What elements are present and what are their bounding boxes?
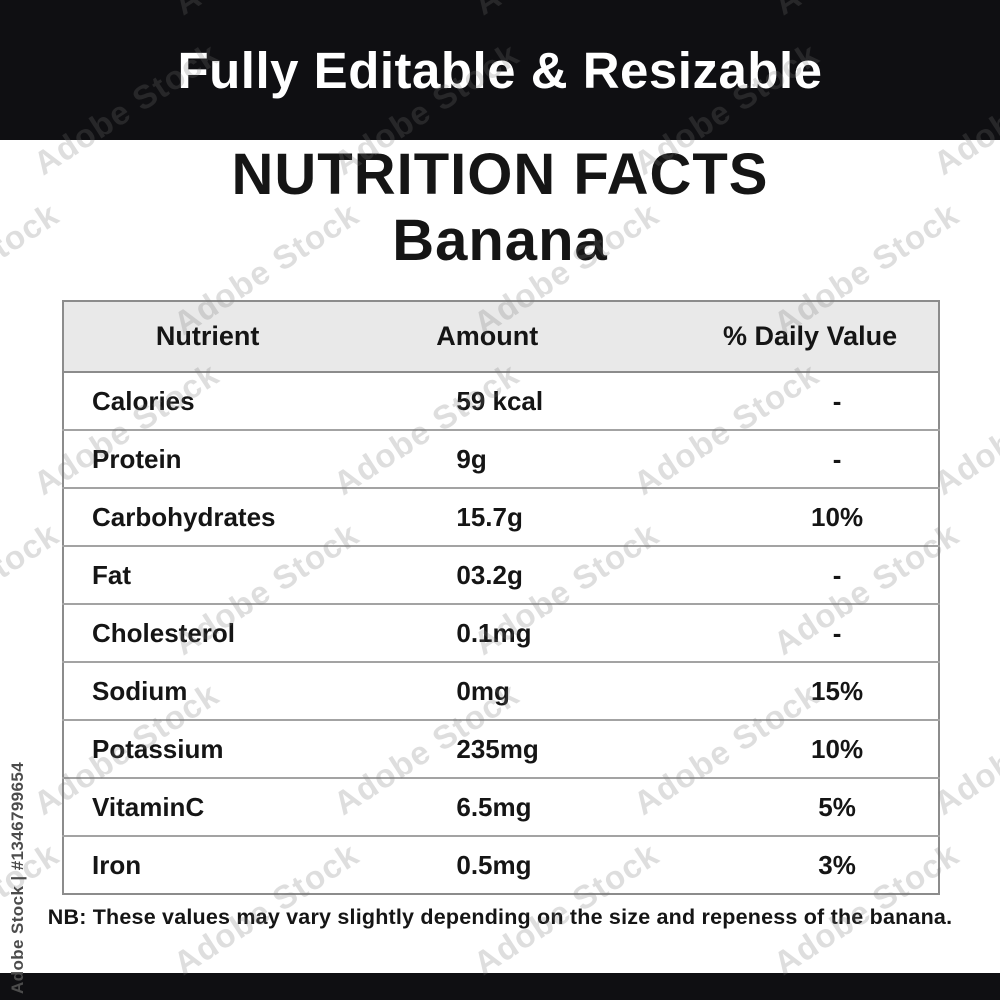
footnote: NB: These values may vary slightly depen… [47, 905, 953, 929]
heading-block: NUTRITION FACTS Banana [0, 146, 1000, 270]
table-row: Calories 59 kcal - [61, 372, 940, 431]
cell-daily-value: 10% [641, 720, 940, 779]
cell-nutrient: Potassium [61, 720, 379, 779]
cell-amount: 03.2g [378, 546, 642, 605]
bottom-bar [0, 973, 1000, 1000]
cell-amount: 9g [378, 430, 642, 489]
cell-nutrient: Sodium [61, 662, 379, 721]
cell-daily-value: 15% [641, 662, 940, 721]
column-header-daily-value: % Daily Value [641, 300, 940, 373]
cell-amount: 15.7g [378, 488, 642, 547]
table-row: VitaminC 6.5mg 5% [61, 778, 940, 837]
cell-nutrient: VitaminC [61, 778, 379, 837]
banner-title: Fully Editable & Resizable [177, 41, 823, 99]
table-row: Sodium 0mg 15% [61, 662, 940, 721]
cell-amount: 0.1mg [378, 604, 642, 663]
cell-nutrient: Fat [61, 546, 379, 605]
table-row: Potassium 235mg 10% [61, 720, 940, 779]
cell-daily-value: - [641, 604, 940, 663]
cell-nutrient: Carbohydrates [61, 488, 379, 547]
table-row: Fat 03.2g - [61, 546, 940, 605]
column-header-amount: Amount [378, 300, 642, 373]
page-title: NUTRITION FACTS [231, 142, 769, 207]
cell-nutrient: Iron [61, 836, 379, 895]
top-banner: Fully Editable & Resizable [0, 0, 1000, 140]
page-subtitle: Banana [392, 208, 608, 273]
nutrition-table: Nutrient Amount % Daily Value Calories 59… [61, 300, 940, 895]
cell-amount: 0mg [378, 662, 642, 721]
table-row: Cholesterol 0.1mg - [61, 604, 940, 663]
cell-nutrient: Protein [61, 430, 379, 489]
table-row: Carbohydrates 15.7g 10% [61, 488, 940, 547]
cell-amount: 6.5mg [378, 778, 642, 837]
cell-amount: 0.5mg [378, 836, 642, 895]
cell-daily-value: - [641, 430, 940, 489]
cell-daily-value: 10% [641, 488, 940, 547]
cell-nutrient: Cholesterol [61, 604, 379, 663]
adobe-stock-watermark-tile: Adobe Stock [0, 515, 66, 662]
cell-amount: 59 kcal [378, 372, 642, 431]
cell-daily-value: - [641, 546, 940, 605]
cell-daily-value: 5% [641, 778, 940, 837]
cell-nutrient: Calories [61, 372, 379, 431]
stock-credit-watermark: Adobe Stock | #1346799654 [8, 761, 27, 994]
table-row: Protein 9g - [61, 430, 940, 489]
column-header-nutrient: Nutrient [61, 300, 379, 373]
table-header-row: Nutrient Amount % Daily Value [61, 300, 940, 373]
table-row: Iron 0.5mg 3% [61, 836, 940, 895]
cell-daily-value: - [641, 372, 940, 431]
cell-amount: 235mg [378, 720, 642, 779]
cell-daily-value: 3% [641, 836, 940, 895]
